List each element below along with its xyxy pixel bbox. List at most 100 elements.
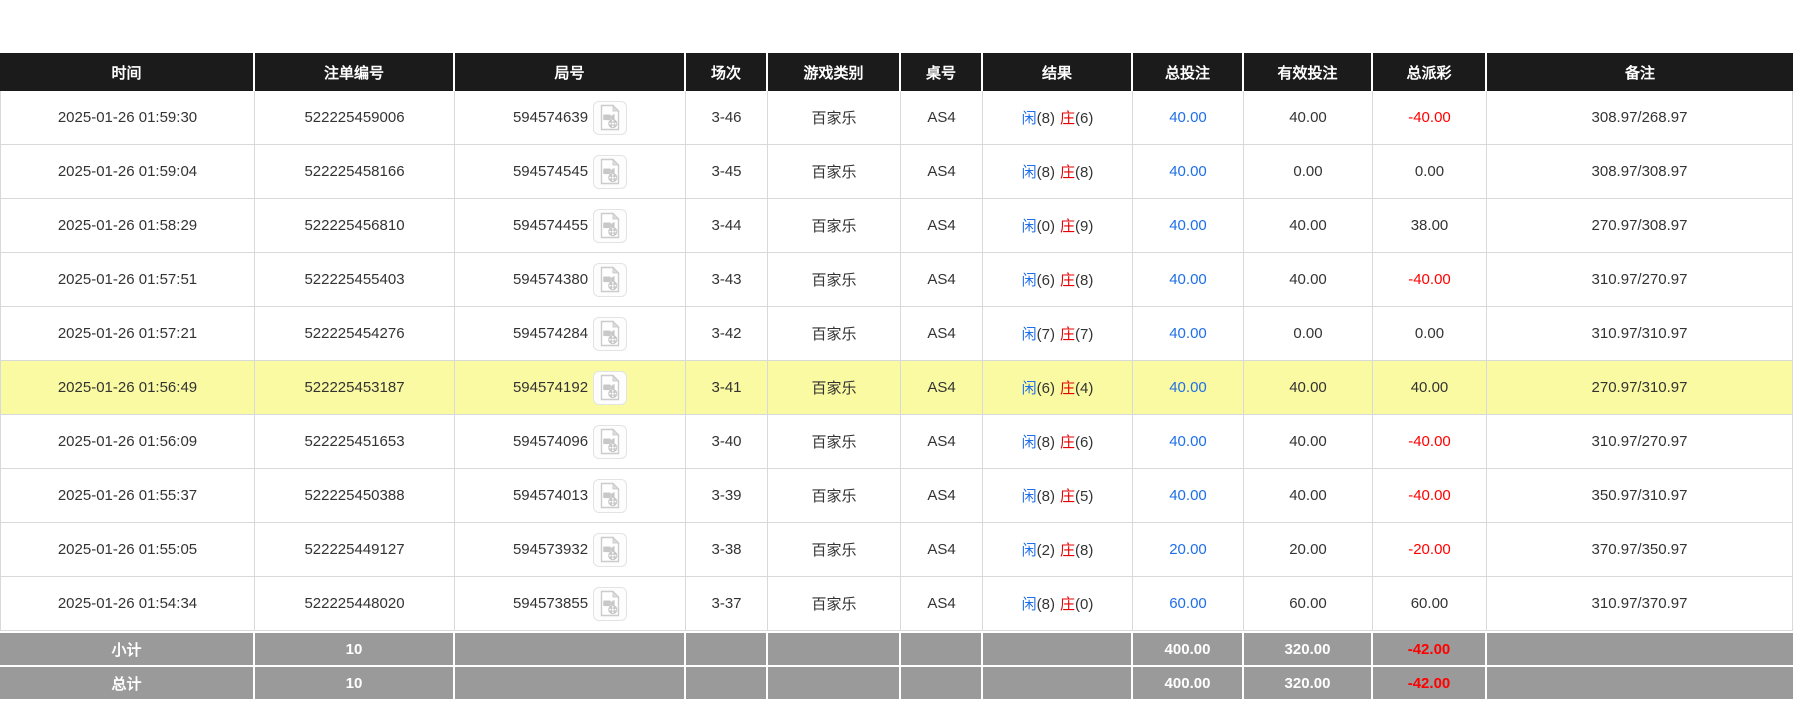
- summary-count: 10: [255, 631, 455, 665]
- video-replay-button[interactable]: [593, 532, 628, 567]
- cell-time: 2025-01-26 01:57:51: [0, 253, 255, 307]
- summary-empty-game-type: [768, 665, 901, 699]
- cell-game-type: 百家乐: [768, 307, 901, 361]
- cell-total-payout: 0.00: [1373, 307, 1487, 361]
- cell-remark: 308.97/308.97: [1487, 145, 1793, 199]
- cell-result: 闲(2) 庄(8): [983, 523, 1133, 577]
- table-row[interactable]: 2025-01-26 01:55:37 522225450388 594574013…: [0, 469, 1793, 523]
- result-banker-score: (5): [1075, 488, 1094, 505]
- result-banker-label: 庄: [1060, 164, 1076, 181]
- cell-valid-bet: 40.00: [1244, 469, 1373, 523]
- cell-game-type: 百家乐: [768, 523, 901, 577]
- table-row[interactable]: 2025-01-26 01:56:49 522225453187 594574192…: [0, 361, 1793, 415]
- result-player-score: (0): [1036, 218, 1055, 235]
- video-replay-button[interactable]: [593, 370, 628, 405]
- result-banker-label: 庄: [1060, 380, 1076, 397]
- summary-empty-round: [455, 631, 686, 665]
- result-banker-score: (6): [1075, 434, 1094, 451]
- cell-remark: 270.97/310.97: [1487, 361, 1793, 415]
- table-row[interactable]: 2025-01-26 01:57:21 522225454276 594574284…: [0, 307, 1793, 361]
- cell-total-bet: 40.00: [1133, 145, 1244, 199]
- cell-time: 2025-01-26 01:57:21: [0, 307, 255, 361]
- cell-bet-number: 522225459006: [255, 91, 455, 145]
- cell-total-payout: -40.00: [1373, 91, 1487, 145]
- result-banker-score: (6): [1075, 110, 1094, 127]
- total-bet-link[interactable]: 40.00: [1169, 325, 1207, 342]
- cell-remark: 350.97/310.97: [1487, 469, 1793, 523]
- cell-time: 2025-01-26 01:54:34: [0, 577, 255, 631]
- video-replay-button[interactable]: [593, 586, 628, 621]
- cell-bet-number: 522225454276: [255, 307, 455, 361]
- cell-session: 3-39: [686, 469, 768, 523]
- cell-bet-number: 522225450388: [255, 469, 455, 523]
- cell-table-number: AS4: [901, 145, 983, 199]
- cell-valid-bet: 40.00: [1244, 253, 1373, 307]
- table-row[interactable]: 2025-01-26 01:57:51 522225455403 594574380…: [0, 253, 1793, 307]
- cell-session: 3-45: [686, 145, 768, 199]
- cell-bet-number: 522225451653: [255, 415, 455, 469]
- summary-empty-remark: [1487, 665, 1793, 699]
- total-bet-link[interactable]: 40.00: [1169, 163, 1207, 180]
- total-bet-link[interactable]: 40.00: [1169, 217, 1207, 234]
- cell-bet-number: 522225449127: [255, 523, 455, 577]
- table-row[interactable]: 2025-01-26 01:58:29 522225456810 594574455…: [0, 199, 1793, 253]
- total-bet-link[interactable]: 40.00: [1169, 109, 1207, 126]
- table-row[interactable]: 2025-01-26 01:54:34 522225448020 594573855…: [0, 577, 1793, 631]
- cell-total-bet: 40.00: [1133, 415, 1244, 469]
- cell-valid-bet: 60.00: [1244, 577, 1373, 631]
- video-replay-button[interactable]: [593, 316, 628, 351]
- total-bet-link[interactable]: 40.00: [1169, 433, 1207, 450]
- video-replay-button[interactable]: [593, 154, 628, 189]
- video-replay-button[interactable]: [593, 208, 628, 243]
- video-file-icon: [598, 266, 622, 293]
- total-bet-link[interactable]: 20.00: [1169, 541, 1207, 558]
- cell-total-payout: -40.00: [1373, 469, 1487, 523]
- video-replay-button[interactable]: [593, 424, 628, 459]
- summary-valid-bet: 320.00: [1244, 665, 1373, 699]
- round-number: 594574013: [512, 487, 589, 504]
- cell-table-number: AS4: [901, 577, 983, 631]
- total-bet-link[interactable]: 40.00: [1169, 379, 1207, 396]
- column-header-valid_bet: 有效投注: [1244, 53, 1373, 91]
- cell-session: 3-37: [686, 577, 768, 631]
- round-number: 594574380: [512, 271, 589, 288]
- result-banker-score: (9): [1075, 218, 1094, 235]
- table-row[interactable]: 2025-01-26 01:59:30 522225459006 594574639…: [0, 91, 1793, 145]
- cell-valid-bet: 40.00: [1244, 91, 1373, 145]
- video-replay-button[interactable]: [593, 100, 628, 135]
- column-header-time: 时间: [0, 53, 255, 91]
- video-file-icon: [598, 104, 622, 131]
- cell-remark: 310.97/370.97: [1487, 577, 1793, 631]
- video-replay-button[interactable]: [593, 478, 628, 513]
- result-player-label: 闲: [1021, 110, 1037, 127]
- total-bet-link[interactable]: 40.00: [1169, 487, 1207, 504]
- cell-valid-bet: 40.00: [1244, 361, 1373, 415]
- video-file-icon: [598, 590, 622, 617]
- cell-session: 3-43: [686, 253, 768, 307]
- cell-total-payout: 38.00: [1373, 199, 1487, 253]
- cell-result: 闲(8) 庄(6): [983, 91, 1133, 145]
- cell-round-number: 594573932: [455, 523, 686, 577]
- round-number: 594573855: [512, 595, 589, 612]
- table-body: 2025-01-26 01:59:30 522225459006 594574639…: [0, 91, 1793, 631]
- result-banker-score: (8): [1075, 164, 1094, 181]
- table-row[interactable]: 2025-01-26 01:56:09 522225451653 594574096…: [0, 415, 1793, 469]
- summary-valid-bet: 320.00: [1244, 631, 1373, 665]
- table-row[interactable]: 2025-01-26 01:55:05 522225449127 594573932…: [0, 523, 1793, 577]
- table-row[interactable]: 2025-01-26 01:59:04 522225458166 594574545…: [0, 145, 1793, 199]
- total-bet-link[interactable]: 60.00: [1169, 595, 1207, 612]
- cell-bet-number: 522225458166: [255, 145, 455, 199]
- total-bet-link[interactable]: 40.00: [1169, 271, 1207, 288]
- cell-game-type: 百家乐: [768, 145, 901, 199]
- column-header-total_payout: 总派彩: [1373, 53, 1487, 91]
- cell-bet-number: 522225455403: [255, 253, 455, 307]
- video-replay-button[interactable]: [593, 262, 628, 297]
- column-header-table_no: 桌号: [901, 53, 983, 91]
- cell-remark: 310.97/270.97: [1487, 253, 1793, 307]
- video-file-icon: [598, 482, 622, 509]
- cell-game-type: 百家乐: [768, 199, 901, 253]
- cell-total-bet: 20.00: [1133, 523, 1244, 577]
- table-summary: 小计 10 400.00 320.00 -42.00 总计 10 400.00 320.00 -4…: [0, 631, 1793, 699]
- cell-game-type: 百家乐: [768, 415, 901, 469]
- result-player-label: 闲: [1021, 380, 1037, 397]
